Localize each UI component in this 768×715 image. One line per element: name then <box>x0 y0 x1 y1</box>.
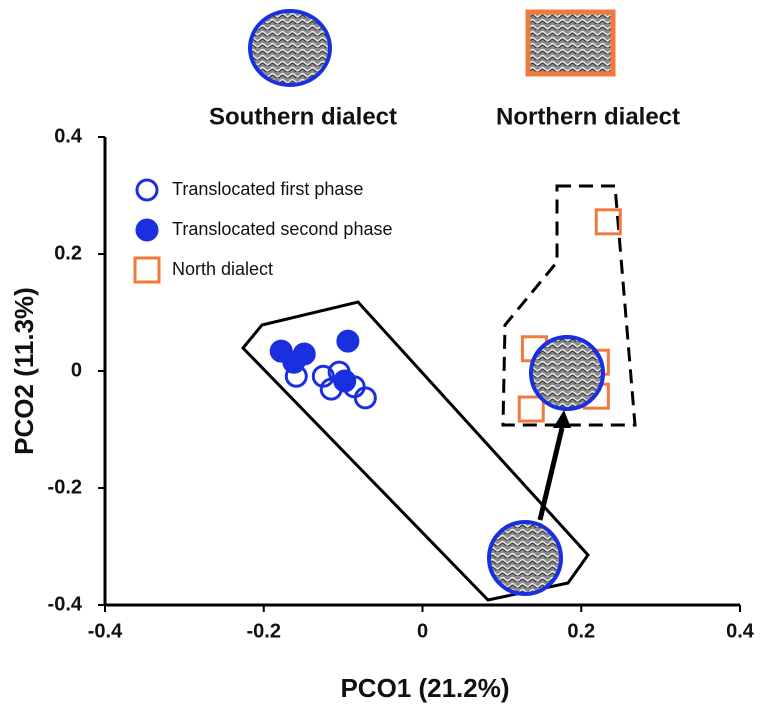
icon-southern <box>248 9 332 87</box>
y-tick-label: -0.4 <box>48 593 83 615</box>
annotation: Southern dialect <box>209 103 397 130</box>
icon-origin <box>487 520 563 596</box>
legend-label: North dialect <box>172 259 273 279</box>
legend-label: Translocated first phase <box>172 179 363 199</box>
arrow <box>537 427 565 521</box>
y-tick-label: -0.2 <box>48 476 82 498</box>
y-tick-label: 0.4 <box>54 125 83 147</box>
point <box>336 329 360 353</box>
hull-dashed <box>501 184 637 427</box>
x-tick-label: 0.4 <box>726 620 755 642</box>
point <box>311 364 335 388</box>
annotation: Northern dialect <box>496 103 680 130</box>
legend-label: Translocated second phase <box>172 219 392 239</box>
point <box>353 386 377 410</box>
point <box>517 395 545 423</box>
x-tick-label: 0.2 <box>567 620 595 642</box>
y-tick-label: 0 <box>71 359 82 381</box>
legend-marker <box>135 218 159 242</box>
icon-moved <box>529 335 605 411</box>
x-tick-label: -0.4 <box>88 620 123 642</box>
x-tick-label: 0 <box>417 620 428 642</box>
x-axis-label: PCO1 (21.2%) <box>340 673 509 703</box>
y-axis-label: PCO2 (11.3%) <box>9 287 39 455</box>
point <box>333 369 357 393</box>
legend-marker <box>133 256 161 284</box>
legend-marker <box>135 178 159 202</box>
y-tick-label: 0.2 <box>54 242 82 264</box>
x-tick-label: -0.2 <box>247 620 281 642</box>
point <box>282 350 306 374</box>
arrow-head <box>553 410 571 428</box>
hull-solid <box>240 300 590 602</box>
icon-northern <box>525 9 616 77</box>
point <box>594 208 622 236</box>
